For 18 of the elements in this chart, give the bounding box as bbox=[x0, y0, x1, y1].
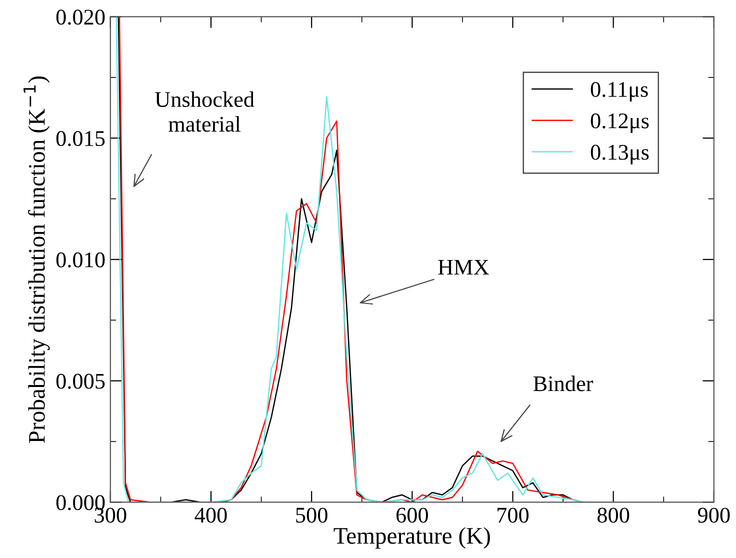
x-axis-title: Temperature (K) bbox=[334, 527, 490, 549]
annotation: Binder bbox=[533, 376, 594, 392]
y-tick-label: 0.010 bbox=[56, 252, 105, 268]
annotation: Unshocked material bbox=[155, 91, 254, 132]
legend-label: 0.11μs bbox=[590, 82, 648, 102]
annotation: HMX bbox=[438, 260, 489, 275]
y-tick-label: 0.020 bbox=[56, 10, 105, 25]
legend-label: 0.13μs bbox=[590, 144, 649, 164]
x-tick-label: 400 bbox=[194, 508, 227, 523]
y-tick-label: 0.005 bbox=[56, 374, 105, 389]
x-tick-label: 500 bbox=[296, 508, 328, 523]
x-tick-label: 600 bbox=[396, 508, 428, 523]
y-tick-label: 0.015 bbox=[56, 131, 105, 146]
x-tick-label: 900 bbox=[698, 508, 730, 523]
y-axis-title: Probability distribution function (K$^{−1}$) bbox=[24, 76, 50, 443]
x-tick-label: 700 bbox=[498, 508, 529, 523]
legend-label: 0.12μs bbox=[590, 113, 649, 133]
x-tick-label: 800 bbox=[598, 508, 630, 523]
